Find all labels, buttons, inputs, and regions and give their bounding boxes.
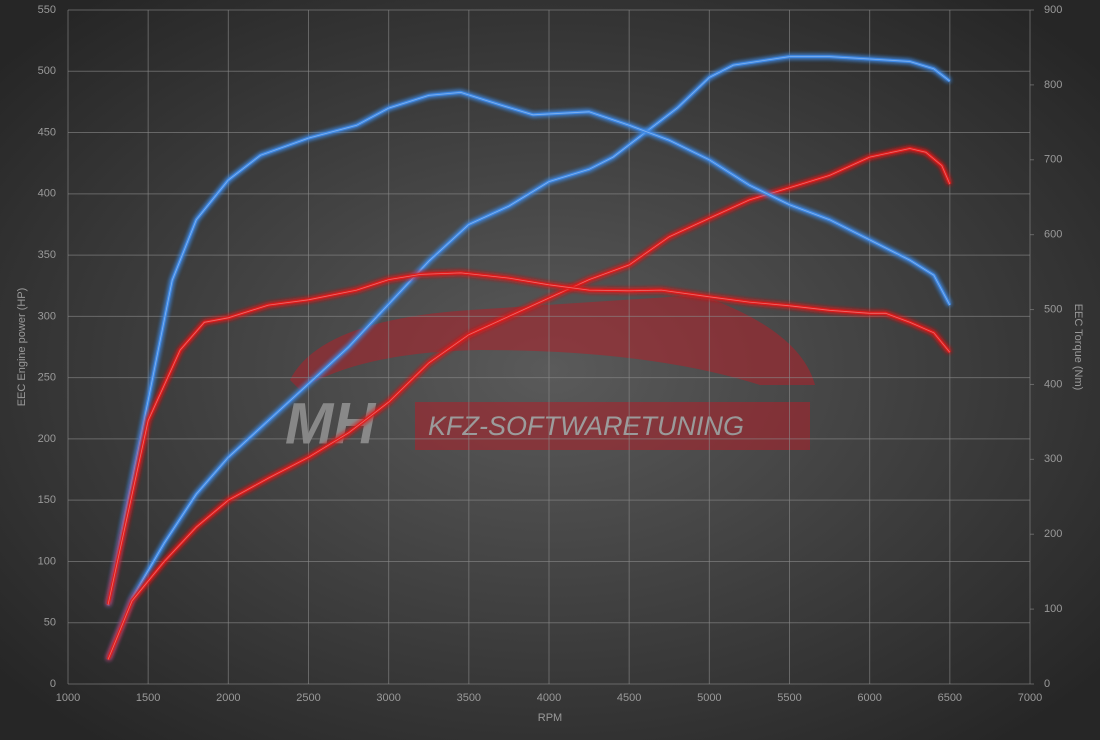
- y-tick-label: 300: [38, 310, 56, 322]
- x-tick-label: 2500: [296, 692, 320, 704]
- y-tick-label: 400: [38, 188, 56, 200]
- y2-tick-label: 200: [1044, 528, 1062, 540]
- y-tick-label: 200: [38, 433, 56, 445]
- x-axis-label: RPM: [538, 712, 562, 724]
- y-tick-label: 150: [38, 494, 56, 506]
- x-tick-label: 1500: [136, 692, 160, 704]
- x-tick-label: 5500: [777, 692, 801, 704]
- x-tick-label: 5000: [697, 692, 721, 704]
- y-tick-label: 350: [38, 249, 56, 261]
- y-tick-label: 250: [38, 372, 56, 384]
- y2-tick-label: 300: [1044, 453, 1062, 465]
- x-tick-label: 4000: [537, 692, 561, 704]
- x-tick-label: 3500: [457, 692, 481, 704]
- y2-tick-label: 500: [1044, 303, 1062, 315]
- x-tick-label: 1000: [56, 692, 80, 704]
- x-tick-label: 4500: [617, 692, 641, 704]
- series-highlight: [107, 91, 951, 606]
- series-line: [106, 147, 952, 661]
- logo-band: [415, 402, 810, 450]
- y2-tick-label: 600: [1044, 229, 1062, 241]
- x-tick-label: 7000: [1018, 692, 1042, 704]
- y2-tick-label: 700: [1044, 154, 1062, 166]
- y-tick-label: 450: [38, 126, 56, 138]
- series-highlight: [107, 272, 951, 605]
- y2-tick-label: 900: [1044, 4, 1062, 16]
- series-line: [106, 271, 951, 605]
- y-tick-label: 50: [44, 617, 56, 629]
- y-tick-label: 550: [38, 4, 56, 16]
- series-highlight: [107, 148, 951, 660]
- watermark: MH KFZ-SOFTWARETUNING: [285, 295, 815, 456]
- x-tick-label: 6000: [857, 692, 881, 704]
- x-tick-label: 2000: [216, 692, 240, 704]
- y2-axis-label: EEC Torque (Nm): [1072, 304, 1084, 391]
- y2-tick-label: 0: [1044, 678, 1050, 690]
- y-axis-label: EEC Engine power (HP): [16, 288, 28, 407]
- x-tick-label: 3000: [376, 692, 400, 704]
- y-tick-label: 0: [50, 678, 56, 690]
- series-highlight: [107, 56, 951, 660]
- y2-tick-label: 100: [1044, 603, 1062, 615]
- y-tick-label: 100: [38, 555, 56, 567]
- series-line: [106, 90, 952, 606]
- y2-tick-label: 800: [1044, 79, 1062, 91]
- y-tick-label: 500: [38, 65, 56, 77]
- logo-car: [290, 295, 815, 390]
- x-tick-label: 6500: [938, 692, 962, 704]
- series-line: [106, 55, 951, 661]
- y2-tick-label: 400: [1044, 378, 1062, 390]
- logo-text: KFZ-SOFTWARETUNING: [428, 411, 744, 441]
